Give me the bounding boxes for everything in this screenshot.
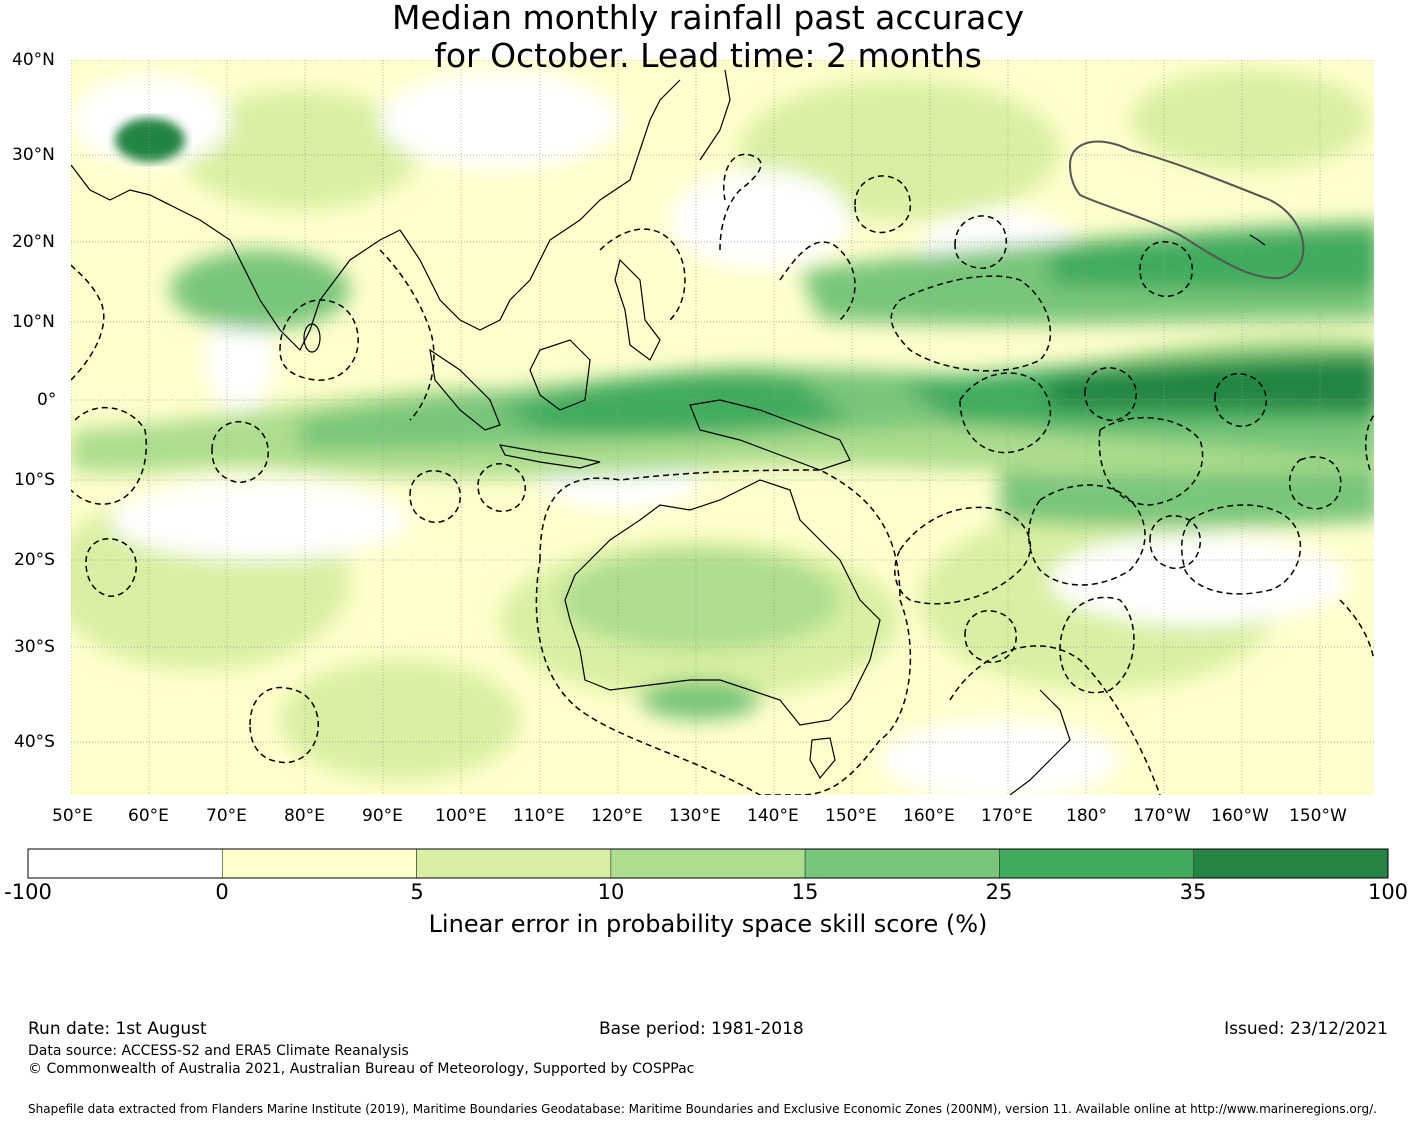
lat-label-30s: 30°S xyxy=(14,637,55,657)
lon-label-180: 180° xyxy=(1066,806,1107,826)
gridlines xyxy=(71,60,1374,795)
map-title-line1: Median monthly rainfall past accuracy xyxy=(391,0,1025,37)
lon-label-90e: 90°E xyxy=(362,806,403,826)
colorbar-tick: 15 xyxy=(791,880,819,904)
lon-label-100e: 100°E xyxy=(435,806,487,826)
colorbar-tick: 5 xyxy=(410,880,424,904)
coastlines xyxy=(71,69,1266,795)
colorbar-tick: 0 xyxy=(215,880,229,904)
lat-label-10n: 10°N xyxy=(12,312,55,332)
australia-coast xyxy=(564,479,881,726)
lat-label-40n: 40°N xyxy=(12,50,55,70)
lat-label-30n: 30°N xyxy=(12,145,55,165)
lon-label-160w: 160°W xyxy=(1211,806,1269,826)
colorbar-label: Linear error in probability space skill … xyxy=(428,910,988,938)
lon-label-70e: 70°E xyxy=(206,806,247,826)
base-period: Base period: 1981-2018 xyxy=(599,1019,804,1039)
colorbar-tick: 10 xyxy=(597,880,625,904)
colorbar-tick: 35 xyxy=(1179,880,1207,904)
lon-label-150e: 150°E xyxy=(825,806,877,826)
colorbar-tick: 25 xyxy=(985,880,1013,904)
lon-label-140e: 140°E xyxy=(747,806,799,826)
lat-label-40s: 40°S xyxy=(14,732,55,752)
lat-label-20s: 20°S xyxy=(14,550,55,570)
lon-label-50e: 50°E xyxy=(52,806,93,826)
lon-label-160e: 160°E xyxy=(903,806,955,826)
copyright: © Commonwealth of Australia 2021, Austra… xyxy=(28,1061,695,1077)
data-source: Data source: ACCESS-S2 and ERA5 Climate … xyxy=(28,1043,409,1059)
lon-label-110e: 110°E xyxy=(513,806,565,826)
lon-label-120e: 120°E xyxy=(591,806,643,826)
eez-boundaries xyxy=(71,153,1374,795)
colorbar-tick: -100 xyxy=(4,880,52,904)
lat-label-20n: 20°N xyxy=(12,232,55,252)
hawaii-eez xyxy=(1068,140,1305,280)
shapefile-credit: Shapefile data extracted from Flanders M… xyxy=(28,1102,1377,1116)
issued-date: Issued: 23/12/2021 xyxy=(1224,1019,1388,1039)
skill-map xyxy=(71,60,1374,795)
lat-label-10s: 10°S xyxy=(14,470,55,490)
skill-shading xyxy=(71,70,1374,795)
lat-label-0: 0° xyxy=(37,390,57,410)
map-title-line2: for October. Lead time: 2 months xyxy=(434,36,982,75)
colorbar-tick: 100 xyxy=(1367,880,1409,904)
lon-label-170w: 170°W xyxy=(1133,806,1191,826)
lon-label-80e: 80°E xyxy=(284,806,325,826)
lon-label-150w: 150°W xyxy=(1289,806,1347,826)
lon-label-60e: 60°E xyxy=(128,806,169,826)
map-field xyxy=(71,60,1374,795)
lon-label-170e: 170°E xyxy=(981,806,1033,826)
lon-label-130e: 130°E xyxy=(669,806,721,826)
run-date: Run date: 1st August xyxy=(28,1019,207,1039)
